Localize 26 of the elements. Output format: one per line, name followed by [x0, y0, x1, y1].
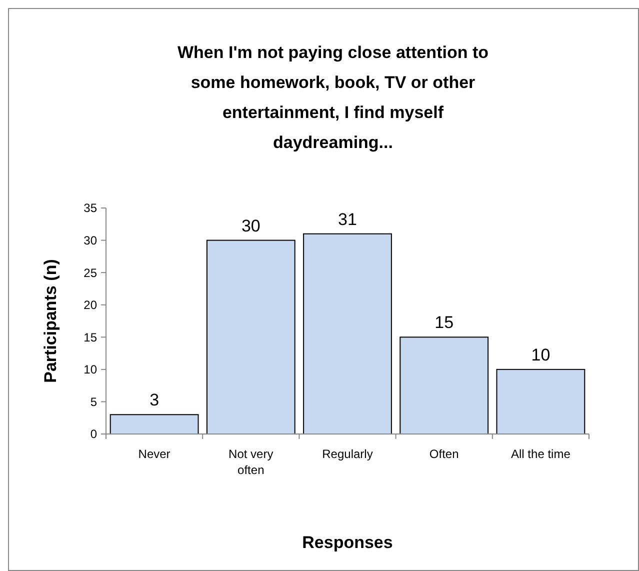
- x-axis-title: Responses: [302, 533, 393, 552]
- bar: [303, 233, 392, 434]
- data-label: 15: [434, 313, 454, 332]
- data-label: 10: [531, 345, 550, 364]
- y-tick-label: 25: [84, 266, 98, 280]
- x-tick-label: Often: [429, 447, 459, 461]
- bar: [110, 414, 199, 434]
- y-tick-label: 35: [84, 201, 98, 216]
- y-tick-label: 10: [84, 362, 98, 377]
- data-label: 30: [241, 216, 260, 236]
- y-tick-label: 0: [90, 427, 98, 442]
- y-axis-title: Participants (n): [41, 259, 60, 383]
- bar: [206, 240, 296, 434]
- bar: [496, 368, 586, 434]
- y-tick-label: 15: [84, 330, 98, 344]
- data-label: 3: [150, 390, 160, 410]
- y-tick-label: 5: [90, 394, 98, 409]
- bar: [400, 336, 489, 434]
- y-tick-label: 30: [84, 233, 98, 248]
- x-tick-label: Never: [138, 447, 170, 461]
- x-tick-label: Not very often: [228, 447, 274, 477]
- chart-title: When I'm not paying close attention to some homework, book, TV or other entertainment, I find myself daydreaming...: [178, 43, 488, 152]
- x-tick-label: Regularly: [322, 447, 373, 461]
- y-tick-label: 20: [84, 298, 98, 312]
- data-label: 31: [338, 210, 357, 229]
- x-tick-label: All the time: [511, 447, 571, 461]
